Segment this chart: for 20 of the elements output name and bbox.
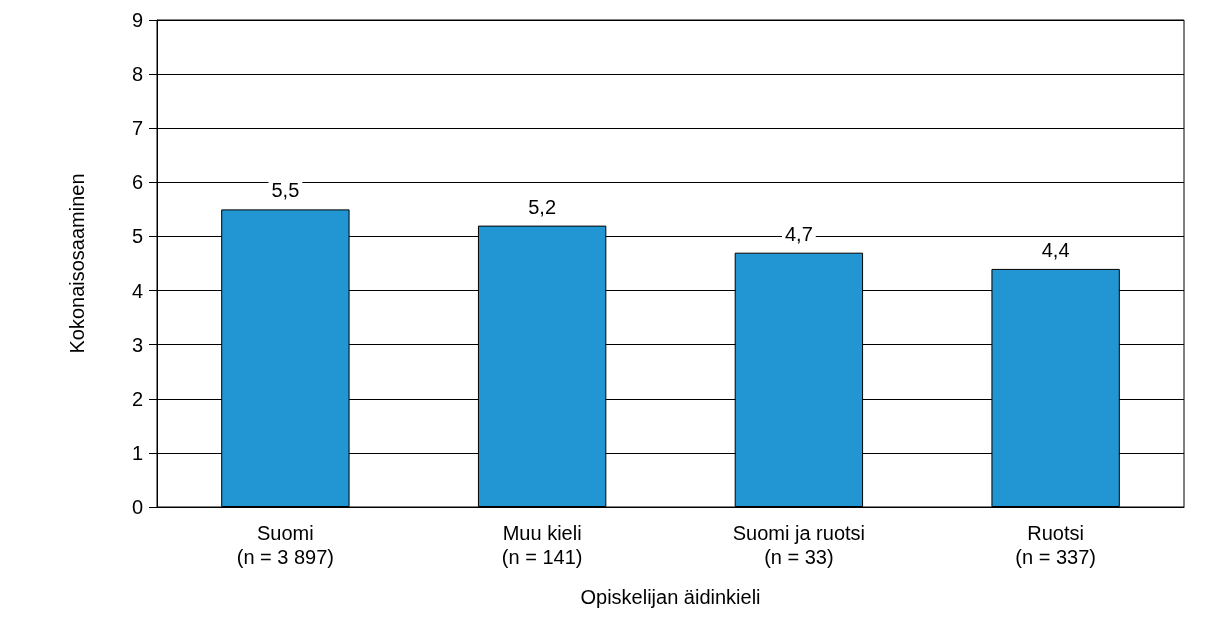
x-axis-title: Opiskelijan äidinkieli <box>580 586 761 608</box>
data-label: 4,7 <box>784 222 813 245</box>
y-tick-label: 6 <box>131 171 143 194</box>
y-tick-label: 3 <box>131 333 143 356</box>
x-tick-label: Suomi ja ruotsi (n = 33) <box>732 522 866 568</box>
y-tick-label: 0 <box>131 496 143 518</box>
y-tick-label: 7 <box>131 117 143 140</box>
x-tick-label: Muu kieli (n = 141) <box>501 522 583 568</box>
data-label: 4,4 <box>1041 238 1070 261</box>
y-tick-label: 2 <box>131 387 143 410</box>
y-axis-title: Kokonaisosaaminen <box>66 173 88 354</box>
data-label: 5,2 <box>528 195 557 218</box>
data-label: 5,5 <box>271 179 300 202</box>
x-tick-label: Suomi (n = 3 897) <box>236 522 335 568</box>
y-tick-label: 8 <box>131 63 143 86</box>
x-tick-label: Ruotsi (n = 337) <box>1015 522 1096 568</box>
y-tick-label: 1 <box>131 441 143 464</box>
y-tick-label: 4 <box>131 279 143 302</box>
y-tick-label: 9 <box>131 9 143 31</box>
y-tick-label: 5 <box>131 225 143 248</box>
